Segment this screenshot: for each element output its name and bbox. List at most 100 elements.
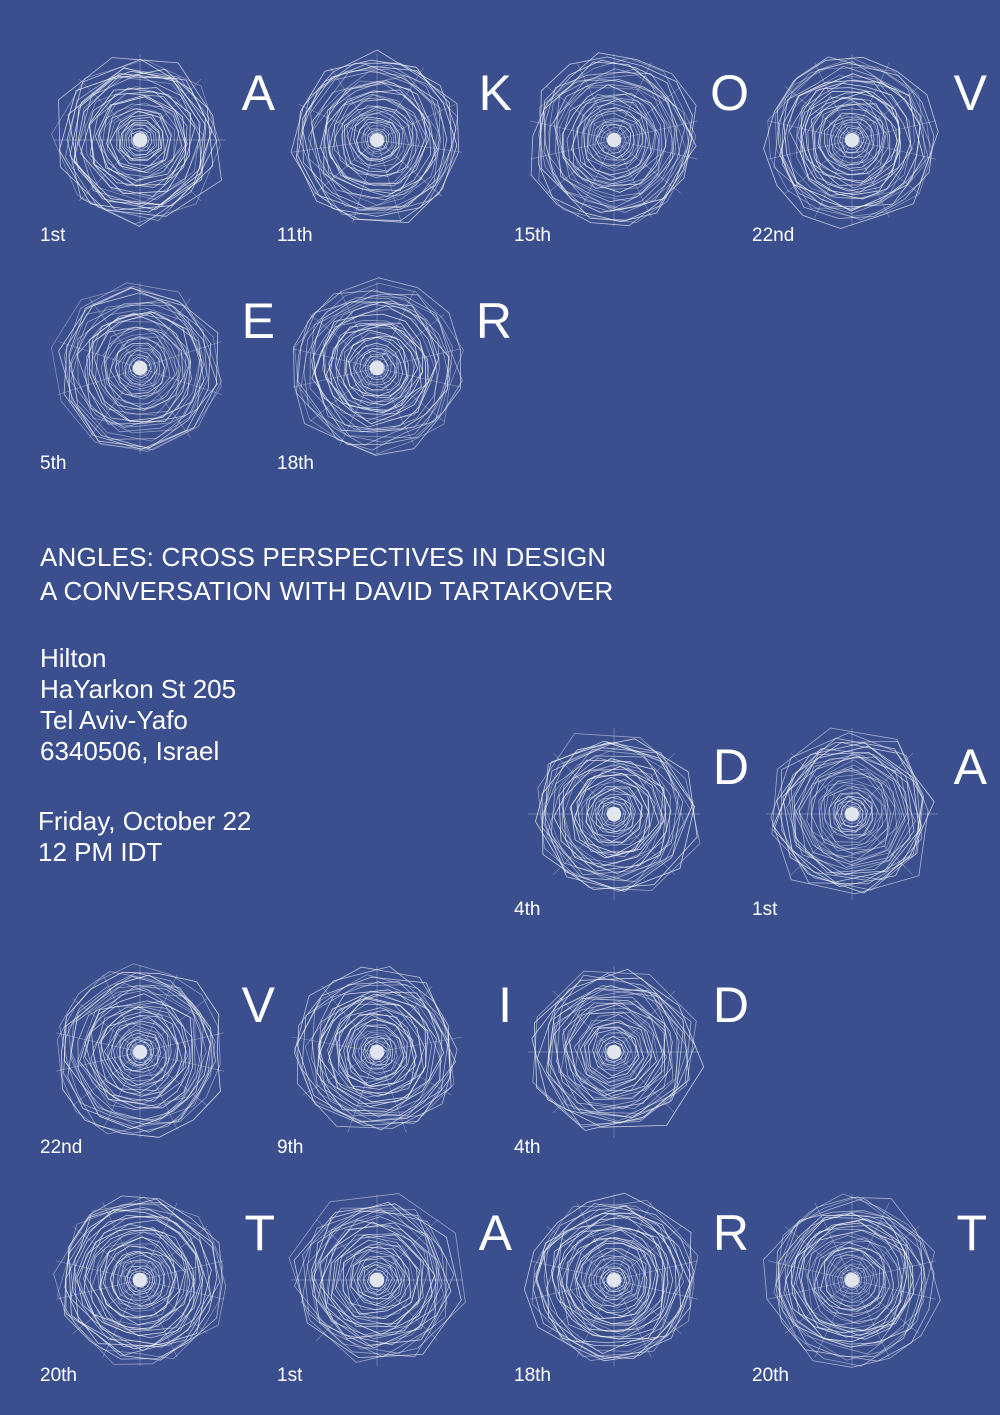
rosette-spoke (309, 314, 373, 365)
rosette-ring (545, 1215, 684, 1344)
angle-rosette-icon (288, 1193, 466, 1366)
rosette-ring (121, 1035, 159, 1069)
event-time: 12 PM IDT (38, 837, 163, 867)
rosette-spoke (546, 1283, 610, 1334)
rosette-ring (600, 1267, 627, 1293)
angle-rosette-icon (523, 1192, 699, 1366)
glyph-letter: T (956, 1205, 987, 1261)
rosette-ring (70, 301, 202, 434)
rosette-spoke (619, 1260, 698, 1280)
rosette-ring (834, 121, 871, 159)
rosette-ring (601, 1040, 626, 1064)
rosette-ring (345, 1245, 411, 1311)
glyph-cell: D 4th (514, 952, 749, 1182)
rosette-ring (562, 768, 664, 868)
rosette-ring (328, 998, 429, 1108)
rosette-ring (304, 990, 440, 1115)
rosette-ring (295, 59, 458, 224)
rosette-ring (772, 742, 935, 894)
rosette-ring (576, 98, 652, 181)
rosette-ring (763, 56, 939, 229)
rosette-ring (50, 285, 222, 452)
rosette-ring (77, 985, 203, 1121)
event-date: Friday, October 22 (38, 806, 252, 836)
rosette-ring (557, 1224, 668, 1340)
rosette-spoke (56, 1280, 135, 1300)
rosette-ring (817, 101, 887, 176)
rosette-ring (586, 788, 643, 843)
rosette-ring (121, 349, 160, 387)
rosette-ring (796, 75, 912, 200)
rosette-ring (123, 123, 157, 157)
rosette-ring (108, 336, 171, 397)
rosette-spoke (857, 1280, 936, 1300)
glyph-letter: E (241, 293, 275, 349)
rosette-spoke (291, 140, 372, 153)
rosette-ring (574, 1237, 652, 1319)
rosette-center (133, 1045, 147, 1059)
rosette-ring (317, 990, 442, 1118)
rosette-spoke (784, 1283, 848, 1334)
rosette-spoke (381, 143, 443, 197)
rosette-ring (109, 338, 168, 397)
rosette-spoke (378, 145, 402, 223)
rosette-ring (787, 74, 915, 199)
postal-country: 6340506, Israel (40, 736, 220, 766)
rosette-spoke (56, 1052, 135, 1072)
glyph-ordinal: 11th (277, 225, 313, 246)
rosette-spoke (857, 120, 936, 140)
rosette-ring (362, 1263, 393, 1296)
rosette-ring (591, 793, 634, 835)
glyph-letter: T (244, 1205, 275, 1261)
rosette-spoke (576, 1285, 612, 1358)
rosette-ring (818, 103, 885, 176)
city: Tel Aviv-Yafo (40, 705, 188, 735)
rosette-ring (790, 1222, 908, 1334)
rosette-spoke (616, 145, 652, 218)
angle-rosette-icon (293, 277, 464, 456)
rosette-spoke (144, 1283, 208, 1334)
rosette-ring (818, 776, 889, 852)
rosette-ring (64, 67, 214, 222)
glyph-ordinal: 4th (514, 1137, 541, 1158)
rosette-spoke (381, 371, 445, 422)
rosette-ring (333, 94, 420, 184)
rosette-ring (793, 751, 915, 875)
street-address: HaYarkon St 205 (40, 674, 237, 704)
rosette-ring (303, 297, 452, 446)
glyph-cell: I 9th (277, 952, 512, 1182)
rosette-spoke (142, 1057, 178, 1130)
rosette-ring (575, 1242, 648, 1317)
rosette-spoke (102, 1057, 138, 1130)
rosette-ring (297, 65, 453, 211)
rosette-ring (577, 779, 650, 847)
rosette-ring (82, 989, 196, 1111)
rosette-ring (366, 1041, 388, 1063)
rosette-ring (347, 336, 408, 397)
rosette-ring (91, 1006, 187, 1102)
rosette-ring (836, 798, 867, 828)
rosette-spoke (145, 369, 222, 395)
rosette-ring (784, 1211, 923, 1348)
glyph-cell: A 1st (277, 1180, 512, 1410)
rosette-spoke (143, 298, 191, 364)
venue-name: Hilton (40, 643, 107, 673)
rosette-spoke (102, 1202, 138, 1275)
rosette-ring (840, 1266, 865, 1294)
rosette-ring (543, 71, 686, 212)
rosette-spoke (856, 86, 920, 137)
rosette-spoke (768, 1260, 847, 1280)
rosette-ring (572, 94, 660, 186)
glyph-cell: T 20th (752, 1180, 987, 1410)
rosette-ring (53, 1204, 227, 1365)
rosette-ring (296, 290, 463, 446)
rosette-ring (532, 1205, 695, 1360)
rosette-ring (346, 1024, 408, 1081)
rosette-ring (823, 787, 879, 841)
rosette-ring (330, 324, 422, 411)
rosette-spoke (530, 140, 609, 160)
rosette-ring (543, 741, 680, 881)
rosette-ring (309, 70, 441, 211)
rosette-ring (574, 776, 649, 854)
rosette-spoke (552, 817, 611, 876)
